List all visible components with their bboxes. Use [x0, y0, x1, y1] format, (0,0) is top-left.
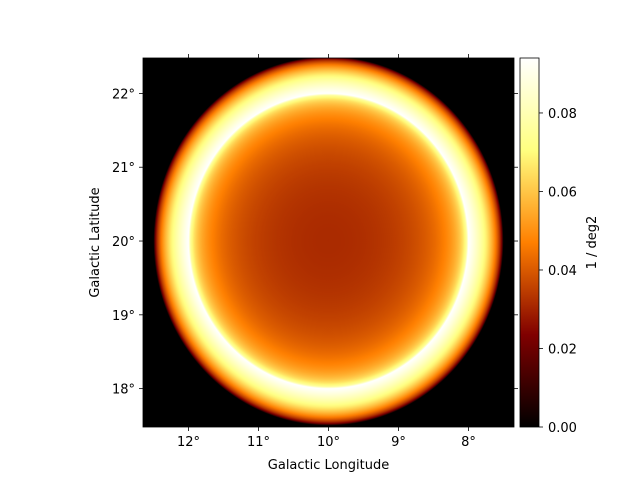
x-tick-label: 8° — [461, 435, 476, 450]
x-axis-label: Galactic Longitude — [268, 458, 389, 473]
y-tick-label: 21° — [112, 161, 135, 176]
colorbar-tick-label: 0.00 — [548, 421, 577, 436]
colorbar-ticks: 0.00 0.02 0.04 0.06 0.08 — [539, 107, 577, 436]
x-tick-label: 9° — [391, 435, 406, 450]
colorbar-tick-label: 0.04 — [548, 264, 577, 279]
colorbar-tick-label: 0.08 — [548, 107, 577, 122]
colorbar-label: 1 / deg2 — [585, 216, 600, 270]
x-axis-ticks: 12° 11° 10° 9° 8° — [177, 54, 476, 450]
y-tick-label: 18° — [112, 383, 135, 398]
y-tick-label: 20° — [112, 235, 135, 250]
map-axes: 12° 11° 10° 9° 8° 18° 19° 20° 21° 22° Galactic L… — [88, 54, 518, 473]
colorbar-tick-label: 0.02 — [548, 342, 577, 357]
shell-emission — [153, 58, 504, 426]
y-tick-label: 22° — [112, 87, 135, 102]
colorbar-gradient — [520, 58, 539, 427]
y-axis-ticks: 18° 19° 20° 21° 22° — [112, 87, 518, 398]
y-tick-label: 19° — [112, 309, 135, 324]
colorbar-tick-label: 0.06 — [548, 185, 577, 200]
colorbar-frame — [519, 57, 540, 428]
x-tick-label: 10° — [317, 435, 340, 450]
x-tick-label: 12° — [177, 435, 200, 450]
y-axis-label: Galactic Latitude — [88, 187, 103, 297]
colorbar: 0.00 0.02 0.04 0.06 0.08 1 / deg2 — [519, 57, 600, 436]
x-tick-label: 11° — [247, 435, 270, 450]
